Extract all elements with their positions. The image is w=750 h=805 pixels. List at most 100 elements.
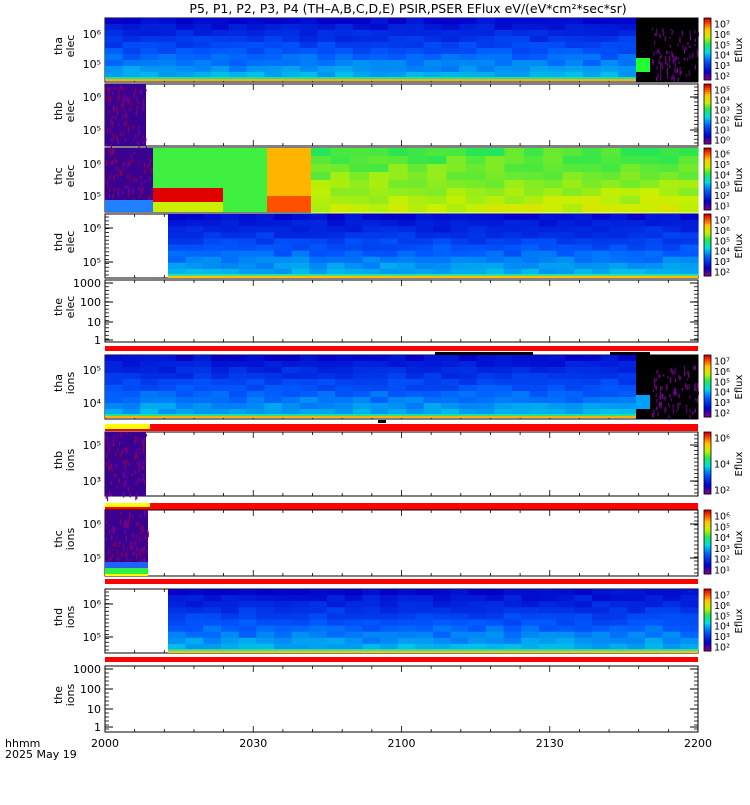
spectrogram-cell: [529, 397, 549, 404]
colorbar-segment: [704, 90, 711, 93]
spectrogram-cell: [221, 232, 240, 239]
spectrogram-cell: [592, 250, 611, 258]
spectrogram-cell: [282, 355, 301, 362]
spectrogram-cell: [105, 462, 107, 466]
spectrogram-cell: [582, 36, 602, 43]
spectrogram-cell: [246, 42, 265, 49]
spectrogram-cell: [246, 72, 265, 79]
spectrogram-cell: [185, 220, 204, 227]
spectrogram-cell: [521, 619, 540, 627]
spectrogram-cell: [645, 625, 664, 633]
spectrogram-cell: [388, 54, 407, 61]
spectrogram-cell: [291, 637, 310, 645]
y-tick-label: 100: [80, 296, 101, 309]
spectrogram-cell: [620, 172, 641, 181]
spectrogram-cell: [311, 148, 331, 157]
spectrogram-cell: [562, 180, 583, 189]
spectrogram-cell: [138, 521, 140, 526]
colorbar-segment: [704, 392, 711, 395]
spectrogram-cell: [114, 157, 117, 161]
colorbar-segment: [704, 444, 711, 447]
spectrogram-cell: [299, 60, 318, 67]
spectrogram-cell: [138, 477, 140, 483]
spectrogram-cell: [468, 607, 487, 614]
spectrogram-cell: [503, 256, 522, 264]
spectrogram-cell: [299, 24, 318, 31]
spectrogram-cell: [468, 589, 487, 596]
spectrogram-cell: [503, 238, 522, 246]
spectrogram-cell: [581, 156, 602, 165]
spectrogram-cell: [369, 164, 389, 173]
y-axis-label-bottom: ions: [64, 605, 77, 628]
spectrogram-cell: [124, 162, 126, 166]
colorbar-segment: [704, 67, 711, 71]
spectrogram-cell: [405, 60, 425, 67]
spectrogram-cell: [211, 361, 230, 368]
spectrogram-cell: [175, 361, 195, 368]
spectrogram-cell: [407, 148, 428, 157]
spectrogram-cell: [126, 432, 128, 436]
spectrogram-cell: [662, 613, 681, 621]
colorbar-segment: [704, 49, 711, 52]
spectrogram-cell: [529, 54, 549, 61]
spectrogram-cell: [512, 391, 531, 398]
spectrogram-cell: [125, 446, 127, 453]
spectrogram-cell: [111, 469, 113, 472]
spectrogram-cell: [687, 378, 689, 381]
spectrogram-cell: [135, 480, 137, 486]
spectrogram-cell: [291, 238, 310, 246]
spectrogram-cell: [688, 384, 690, 390]
spectrogram-cell: [656, 65, 658, 71]
spectrogram-cell: [441, 403, 460, 410]
x-tick-label: 2030: [239, 737, 267, 750]
spectrogram-cell: [344, 256, 363, 264]
colorbar-segment: [704, 531, 711, 534]
spectrogram-cell: [547, 42, 566, 49]
spectrogram-cell: [193, 72, 212, 79]
spectrogram-cell: [317, 42, 336, 49]
spectrogram-cell: [645, 619, 664, 627]
spectrogram-cell: [600, 397, 619, 404]
colorbar-segment: [704, 102, 711, 105]
spectrogram-cell: [653, 51, 655, 57]
spectrogram-cell: [370, 54, 389, 61]
spectrogram-cell: [539, 232, 558, 239]
spectrogram-cell: [407, 196, 428, 205]
spectrogram-cell: [309, 268, 328, 276]
spectrogram-cell: [609, 631, 628, 639]
colorbar-segment: [704, 438, 711, 441]
colorbar-segment: [704, 446, 711, 450]
spectrogram-cell: [556, 214, 575, 221]
colorbar-tick-label: 10³: [714, 398, 730, 409]
spectrogram-cell: [694, 382, 697, 386]
spectrogram-cell: [565, 379, 584, 386]
spectrogram-cell: [311, 180, 331, 189]
colorbar-tick-label: 10³: [714, 632, 730, 643]
spectrogram-cell: [433, 256, 452, 264]
spectrogram-cell: [168, 262, 187, 270]
spectrogram-cell: [282, 391, 301, 398]
spectrogram-cell: [168, 256, 187, 264]
spectrogram-cell: [238, 589, 257, 596]
spectrogram-cell: [581, 164, 602, 173]
spectrogram-cell: [405, 30, 425, 37]
spectrogram-cell: [108, 92, 110, 98]
spectrogram-cell: [684, 382, 687, 388]
spectrogram-cell: [547, 30, 566, 37]
y-axis-label-top: thb: [52, 451, 65, 469]
spectrogram-cell: [105, 510, 107, 514]
spectrogram-cell: [423, 18, 442, 25]
spectrogram-cell: [282, 54, 301, 61]
spectrogram-cell: [115, 486, 118, 490]
spectrogram-cell: [679, 375, 681, 380]
spectrogram-cell: [246, 48, 265, 55]
spectrogram-cell: [639, 164, 660, 173]
spectrogram-cell: [543, 204, 564, 213]
spectrogram-cell: [203, 268, 222, 276]
spectrogram-cell: [228, 373, 248, 380]
spectrogram-cell: [565, 54, 584, 61]
colorbar-segment: [704, 469, 711, 472]
colorbar-segment: [704, 174, 711, 178]
spectrogram-cell: [211, 36, 230, 43]
spectrogram-cell: [282, 403, 301, 410]
